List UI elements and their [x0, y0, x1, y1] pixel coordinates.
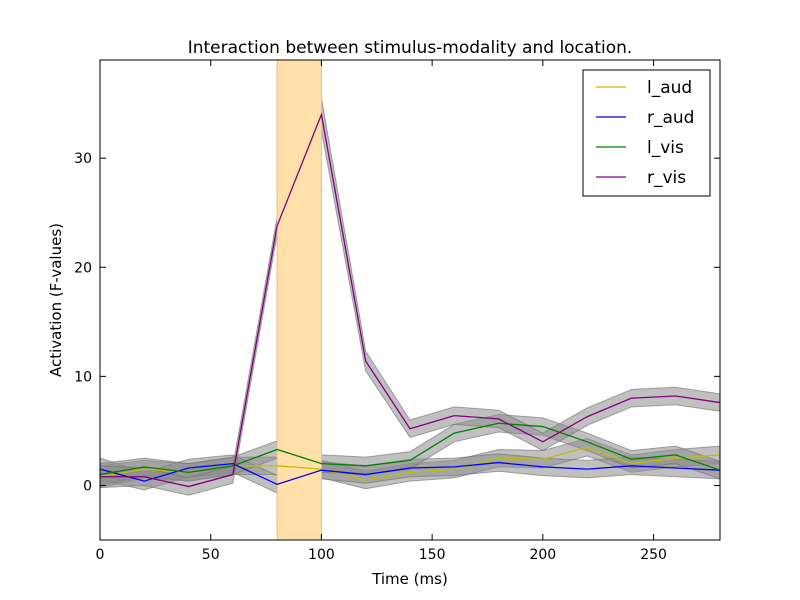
x-axis: 0 50 100 150 200 250	[96, 60, 667, 563]
y-tick-label: 30	[74, 151, 92, 167]
highlight-band	[276, 59, 322, 541]
x-tick-label: 200	[529, 547, 556, 563]
y-tick-label: 0	[83, 478, 92, 494]
series-lines	[100, 112, 720, 488]
line-r_aud	[100, 461, 720, 486]
legend-box	[582, 69, 711, 197]
line-r_vis	[100, 112, 720, 488]
line-l_vis	[100, 422, 720, 476]
x-tick-label: 50	[202, 547, 220, 563]
legend-label-r_vis: r_vis	[647, 168, 686, 188]
y-tick-label: 10	[74, 369, 92, 385]
x-tick-label: 150	[419, 547, 446, 563]
plot-frame	[99, 59, 721, 541]
legend-label-r_aud: r_aud	[647, 108, 694, 128]
y-tick-label: 20	[74, 260, 92, 276]
x-tick-label: 100	[308, 547, 335, 563]
y-axis-label: Activation (F-values)	[47, 223, 65, 377]
legend-label-l_vis: l_vis	[647, 138, 684, 158]
y-axis: 0 10 20 30	[74, 151, 720, 494]
x-tick-label: 0	[96, 547, 105, 563]
chart-title: Interaction between stimulus-modality an…	[188, 38, 633, 58]
x-tick-label: 250	[640, 547, 667, 563]
legend: l_aud r_aud l_vis r_vis	[582, 69, 711, 197]
x-axis-label: Time (ms)	[371, 570, 448, 588]
legend-label-l_aud: l_aud	[647, 78, 692, 98]
